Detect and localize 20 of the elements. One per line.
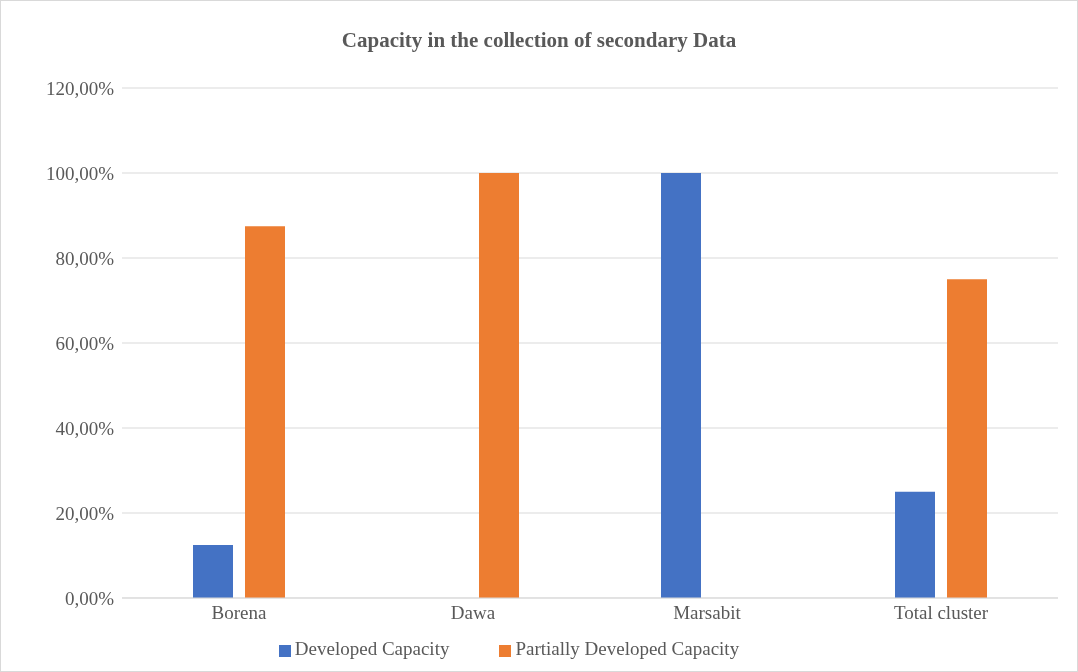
bar <box>193 544 233 598</box>
legend-label: Partially Developed Capacity <box>515 638 740 659</box>
bar <box>895 491 935 598</box>
y-tick-label: 80,00% <box>55 247 115 269</box>
y-tick-label: 0,00% <box>64 587 115 609</box>
bar <box>947 279 987 598</box>
x-tick-label: Borena <box>211 602 267 624</box>
bar <box>661 173 701 598</box>
bar <box>245 226 285 598</box>
x-tick-label: Total cluster <box>893 602 989 624</box>
bar <box>479 173 519 598</box>
y-tick-label: 120,00% <box>45 77 115 99</box>
x-tick-label: Dawa <box>450 602 496 624</box>
chart-title: Capacity in the collection of secondary Data <box>340 28 738 53</box>
y-tick-label: 100,00% <box>45 162 115 184</box>
y-tick-label: 20,00% <box>55 502 115 524</box>
legend-label: Developed Capacity <box>294 638 450 659</box>
y-tick-label: 40,00% <box>55 417 115 439</box>
y-tick-label: 60,00% <box>55 332 115 354</box>
x-tick-label: Marsabit <box>673 602 742 624</box>
